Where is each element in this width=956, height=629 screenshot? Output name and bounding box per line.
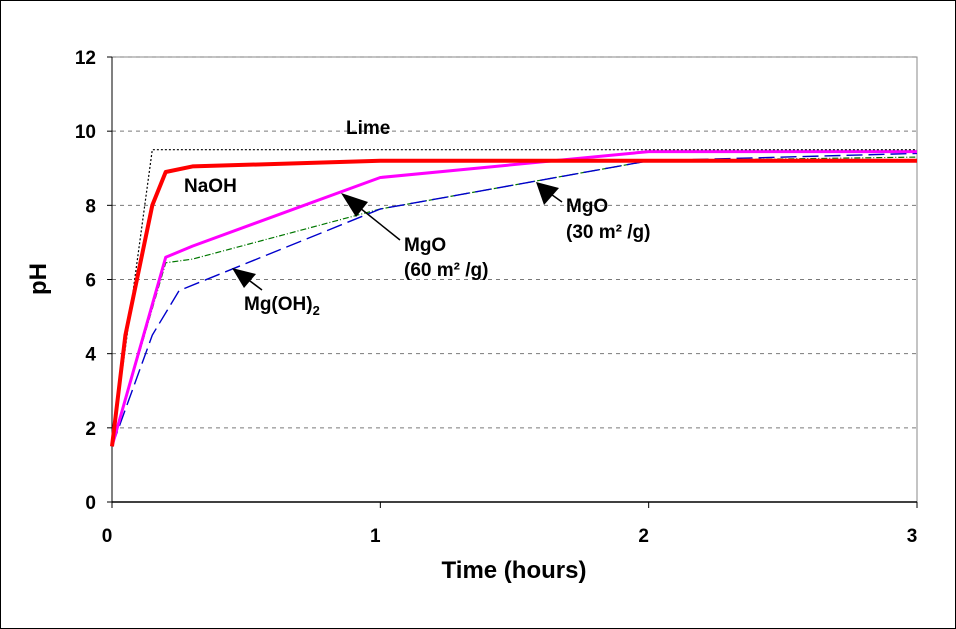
y-tick-labels: 0 2 4 6 8 10 12 bbox=[75, 48, 112, 514]
series-line-1 bbox=[110, 158, 917, 447]
label-naoh: NaOH bbox=[184, 176, 237, 197]
y-tick-label: 4 bbox=[85, 345, 96, 366]
x-tick-label: 0 bbox=[102, 526, 113, 547]
label-mgo30-line1: MgO bbox=[566, 196, 608, 217]
x-tick-label: 3 bbox=[907, 526, 918, 547]
y-axis-title: pH bbox=[25, 263, 52, 295]
y-tick-label: 12 bbox=[75, 48, 96, 69]
y-tick-label: 6 bbox=[85, 271, 96, 292]
label-mgoh2: Mg(OH)2 bbox=[244, 294, 320, 318]
label-mgoh2-subscript: 2 bbox=[313, 303, 320, 318]
arrow-mgo30-head bbox=[536, 182, 559, 205]
y-tick-label: 8 bbox=[85, 196, 96, 217]
gridlines bbox=[112, 56, 917, 429]
arrow-mgoh2-head bbox=[232, 268, 256, 288]
annotation-arrows bbox=[232, 182, 563, 291]
x-tick-label: 1 bbox=[370, 526, 381, 547]
x-tick-labels: 0 1 2 3 bbox=[102, 502, 918, 547]
arrow-mgo60-head bbox=[341, 193, 368, 217]
x-axis-title: Time (hours) bbox=[442, 557, 587, 584]
label-mgo60-line1: MgO bbox=[404, 235, 446, 256]
series-lines bbox=[110, 149, 918, 447]
y-tick-label: 10 bbox=[75, 122, 96, 143]
label-mgo30-line2: (30 m² /g) bbox=[566, 222, 650, 243]
x-tick-label: 2 bbox=[638, 526, 649, 547]
label-mgoh2-main: Mg(OH) bbox=[244, 294, 313, 315]
series-line-0 bbox=[111, 149, 917, 447]
y-tick-label: 0 bbox=[85, 493, 96, 514]
arrow-mgo60-shaft bbox=[359, 207, 401, 241]
label-lime: Lime bbox=[346, 118, 390, 139]
series-line-2 bbox=[110, 150, 917, 447]
y-tick-label: 2 bbox=[85, 419, 96, 440]
label-mgo60-line2: (60 m² /g) bbox=[404, 260, 488, 281]
